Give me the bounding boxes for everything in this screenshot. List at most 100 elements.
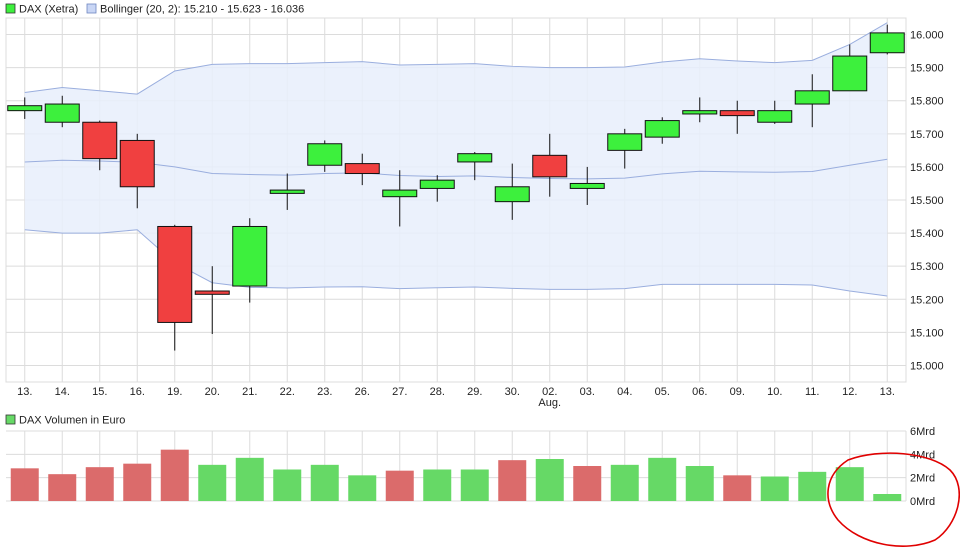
date-x-axis: 13. 14. 15. 16. 19. 20. 21. 22. 23. 26. 27. 28. 29. 3… [17,386,895,409]
volume-bar [385,470,414,501]
bollinger-legend-swatch [86,3,97,14]
bollinger-upper-line [24,22,888,95]
candle-body [82,121,118,160]
volume-bar [348,475,377,501]
volume-bar [535,459,564,501]
candle-body [44,103,80,123]
annotation-circle [827,452,960,547]
volume-y-tick-label: 0Mrd [910,496,935,508]
candle [794,74,830,128]
volume-bar [760,476,789,501]
price-legend: DAX (Xetra) Bollinger (20, 2): 15.210 - … [5,3,304,16]
volume-bar [573,466,602,501]
date-x-tick-label: 16. [130,386,145,398]
price-y-tick-label: 15.300 [910,261,944,273]
candle [607,128,643,169]
volume-bar [10,468,39,501]
candle-body [869,32,905,54]
price-y-tick-label: 15.200 [910,294,944,306]
price-y-tick-label: 15.800 [910,96,944,108]
date-x-tick-label: 20. [205,386,220,398]
candle [719,100,755,134]
candle [869,24,905,55]
candle-body [344,163,380,175]
price-y-axis: 15.000 15.100 15.200 15.300 15.400 15.500 15.6… [910,30,944,373]
candles [7,24,905,351]
date-x-tick-label: 23. [317,386,332,398]
price-y-tick-label: 16.000 [910,30,944,42]
candle [832,44,868,92]
dax-legend-label: DAX (Xetra) [19,4,78,16]
candle [232,218,268,303]
volume-bar [873,494,902,501]
bollinger-legend-label: Bollinger (20, 2): 15.210 - 15.623 - 16.… [100,4,304,16]
volume-bar [273,469,302,501]
date-x-tick-label: 13. [17,386,32,398]
volume-bar [423,469,452,501]
candle-body [232,225,268,287]
date-x-tick-label: 21. [242,386,257,398]
volume-bar [798,471,827,501]
volume-bar [48,474,77,501]
date-x-tick-label: 12. [842,386,857,398]
candle-body [157,225,193,323]
date-x-tick-label: 29. [467,386,482,398]
price-y-tick-label: 15.100 [910,327,944,339]
candle [344,153,380,186]
candle [569,166,605,205]
candle-body [194,290,230,295]
date-x-tick-label: 06. [692,386,707,398]
candle [532,133,568,197]
volume-y-tick-label: 2Mrd [910,473,935,485]
volume-bar [648,457,677,501]
volume-bar [460,469,489,501]
bollinger-middle-line [24,158,888,180]
candle-body [494,186,530,203]
price-y-tick-label: 15.900 [910,63,944,75]
candle-body [382,189,418,198]
candle-body [682,110,718,115]
volume-bar [123,463,152,501]
volume-bar [835,467,864,501]
candle-body [607,133,643,151]
date-x-tick-label: 09. [730,386,745,398]
candle-body [757,110,793,123]
candle-body [719,110,755,117]
candle-body [307,143,343,166]
candle-body [569,182,605,189]
candle [419,175,455,202]
date-x-tick-label: 27. [392,386,407,398]
candle [44,95,80,128]
volume-bar [723,475,752,501]
volume-bar [85,467,114,501]
candle [157,224,193,351]
date-x-tick-label: 04. [617,386,632,398]
volume-bar [198,464,227,501]
volume-bar [498,460,527,501]
date-x-tick-label: 30. [505,386,520,398]
candle [644,117,680,144]
candle [119,133,155,209]
date-x-tick-label: 26. [355,386,370,398]
candle-body [7,105,43,112]
date-x-tick-label: 11. [805,386,819,398]
price-y-tick-label: 15.600 [910,162,944,174]
date-x-tick-label: 28. [430,386,445,398]
price-y-tick-label: 15.400 [910,228,944,240]
date-x-tick-label: 19. [167,386,182,398]
date-x-tick-label: 13. [880,386,895,398]
candle-body [794,90,830,105]
date-x-tick-label: 05. [655,386,670,398]
candle [757,100,793,124]
price-y-tick-label: 15.000 [910,360,944,372]
volume-legend-swatch [5,414,16,425]
volume-bar [235,457,264,501]
candle [269,173,305,210]
volume-bars [10,449,902,501]
candle [194,266,230,335]
date-x-tick-label: 10. [767,386,782,398]
candle-body [532,154,568,178]
date-x-tick-label: 15. [92,386,107,398]
